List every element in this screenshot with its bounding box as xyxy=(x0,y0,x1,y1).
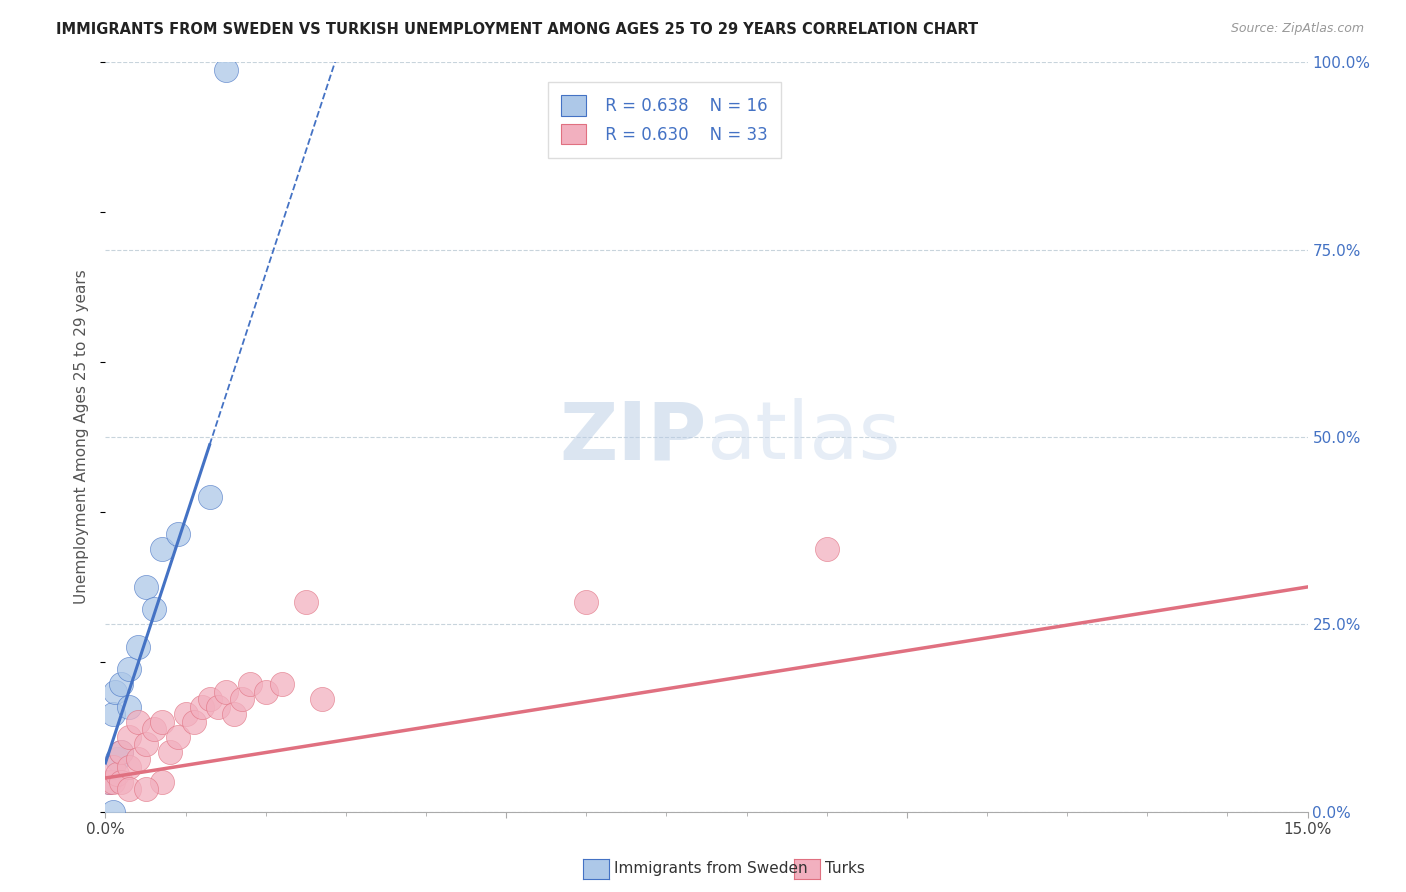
Point xyxy=(127,752,149,766)
Point xyxy=(103,805,125,819)
Point xyxy=(183,714,205,729)
Point xyxy=(815,542,838,557)
Point xyxy=(135,580,157,594)
Point xyxy=(150,714,173,729)
Point xyxy=(166,730,188,744)
Legend:  R = 0.638    N = 16,  R = 0.630    N = 33: R = 0.638 N = 16, R = 0.630 N = 33 xyxy=(548,82,780,158)
Text: atlas: atlas xyxy=(707,398,901,476)
Point xyxy=(190,699,212,714)
Text: Turks: Turks xyxy=(825,862,865,876)
Text: Source: ZipAtlas.com: Source: ZipAtlas.com xyxy=(1230,22,1364,36)
Point xyxy=(239,677,262,691)
Point xyxy=(118,730,141,744)
Text: ZIP: ZIP xyxy=(560,398,707,476)
Point xyxy=(150,542,173,557)
Point xyxy=(107,752,129,766)
Point xyxy=(222,707,245,722)
Point xyxy=(107,767,129,781)
Point xyxy=(142,602,165,616)
Point xyxy=(118,662,141,676)
Point xyxy=(198,490,221,504)
Point xyxy=(207,699,229,714)
Point xyxy=(135,782,157,797)
Point xyxy=(254,685,277,699)
Point xyxy=(127,714,149,729)
Point xyxy=(104,685,127,699)
Point xyxy=(103,707,125,722)
Point xyxy=(166,527,188,541)
Point xyxy=(174,707,197,722)
Point xyxy=(110,677,132,691)
Point xyxy=(142,723,165,737)
Point xyxy=(110,745,132,759)
Point xyxy=(127,640,149,654)
Point xyxy=(214,685,236,699)
Text: Immigrants from Sweden: Immigrants from Sweden xyxy=(614,862,808,876)
Point xyxy=(118,699,141,714)
Y-axis label: Unemployment Among Ages 25 to 29 years: Unemployment Among Ages 25 to 29 years xyxy=(75,269,90,605)
Point xyxy=(270,677,292,691)
Point xyxy=(575,595,598,609)
Point xyxy=(98,774,121,789)
Point xyxy=(103,774,125,789)
Point xyxy=(198,692,221,706)
Point xyxy=(103,760,125,774)
Point xyxy=(98,774,121,789)
Point xyxy=(110,745,132,759)
Point xyxy=(295,595,318,609)
Point xyxy=(118,760,141,774)
Text: IMMIGRANTS FROM SWEDEN VS TURKISH UNEMPLOYMENT AMONG AGES 25 TO 29 YEARS CORRELA: IMMIGRANTS FROM SWEDEN VS TURKISH UNEMPL… xyxy=(56,22,979,37)
Point xyxy=(135,737,157,751)
Point xyxy=(231,692,253,706)
Point xyxy=(150,774,173,789)
Point xyxy=(159,745,181,759)
Point xyxy=(311,692,333,706)
Point xyxy=(214,62,236,77)
Point xyxy=(110,774,132,789)
Point xyxy=(118,782,141,797)
